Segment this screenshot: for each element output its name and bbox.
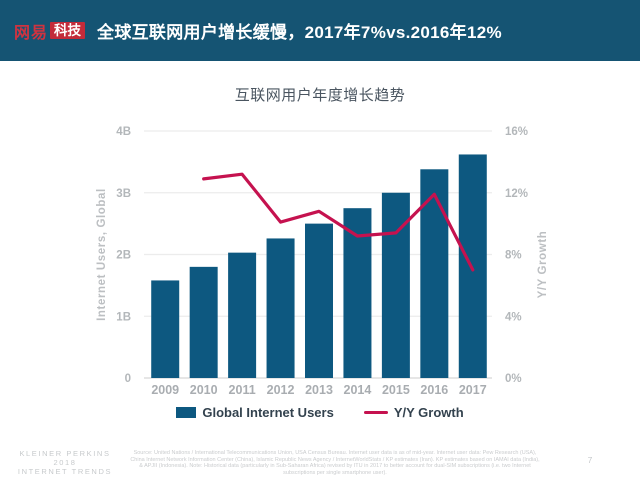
bar-2017: [458, 154, 487, 378]
header-banner: 网易 科技 全球互联网用户增长缓慢，2017年7%vs.2016年12%: [0, 0, 640, 61]
right-axis-tick-label: 0%: [505, 373, 522, 385]
x-tick-label: 2016: [420, 383, 448, 397]
source-note: Source: United Nations / International T…: [130, 450, 540, 476]
x-tick-label: 2013: [305, 383, 333, 397]
chart-title: 互联网用户年度增长趋势: [234, 87, 406, 104]
bar-2011: [228, 252, 257, 378]
right-axis-tick-label: 12%: [505, 188, 528, 200]
x-tick-label: 2012: [267, 383, 295, 397]
left-axis-tick-label: 2B: [116, 250, 131, 262]
x-tick-label: 2011: [229, 383, 256, 397]
bar-2015: [381, 192, 410, 378]
bar-2010: [189, 266, 218, 378]
brand-line: INTERNET TRENDS: [17, 467, 113, 476]
brand-line: 2018: [53, 458, 77, 467]
page-number: 7: [587, 455, 593, 465]
bar-series-label: Global Internet Users: [202, 405, 334, 420]
right-axis-tick-label: 8%: [505, 250, 522, 262]
bar-2016: [420, 169, 449, 378]
line-series-swatch: [363, 410, 388, 415]
right-axis-tick-label: 16%: [505, 126, 528, 138]
netease-tech-logo: 网易 科技: [14, 19, 86, 43]
x-tick-label: 2010: [190, 383, 218, 397]
brand-line: KLEINER PERKINS: [19, 449, 111, 458]
x-tick-label: 2009: [151, 383, 179, 397]
left-axis-tick-label: 3B: [116, 188, 131, 200]
left-axis-title: Internet Users, Global: [96, 188, 108, 321]
chart-legend: Global Internet Users Y/Y Growth: [0, 405, 640, 420]
bar-2009: [151, 280, 180, 378]
tech-logo-badge: 科技: [50, 21, 86, 40]
x-tick-label: 2017: [459, 383, 487, 397]
kleiner-perkins-brand: KLEINER PERKINS 2018 INTERNET TRENDS: [0, 443, 130, 476]
bar-2012: [266, 238, 295, 378]
line-series-label: Y/Y Growth: [393, 405, 464, 420]
footer: KLEINER PERKINS 2018 INTERNET TRENDS Sou…: [0, 443, 640, 480]
x-tick-label: 2015: [382, 383, 410, 397]
x-tick-label: 2014: [344, 383, 372, 397]
right-axis-tick-label: 4%: [505, 311, 522, 323]
left-axis-tick-label: 1B: [116, 311, 131, 323]
left-axis-tick-label: 0: [125, 373, 131, 385]
bar-2013: [305, 223, 333, 378]
bar-series-swatch: [176, 407, 197, 418]
growth-line: [202, 172, 475, 272]
netease-logo-text: 网易: [14, 24, 49, 42]
left-axis-tick-label: 4B: [116, 126, 131, 138]
legend-item-line: Y/Y Growth: [363, 405, 464, 420]
page-title: 全球互联网用户增长缓慢，2017年7%vs.2016年12%: [97, 23, 502, 42]
right-axis-title: Y/Y Growth: [537, 231, 549, 299]
legend-item-bars: Global Internet Users: [176, 405, 334, 420]
